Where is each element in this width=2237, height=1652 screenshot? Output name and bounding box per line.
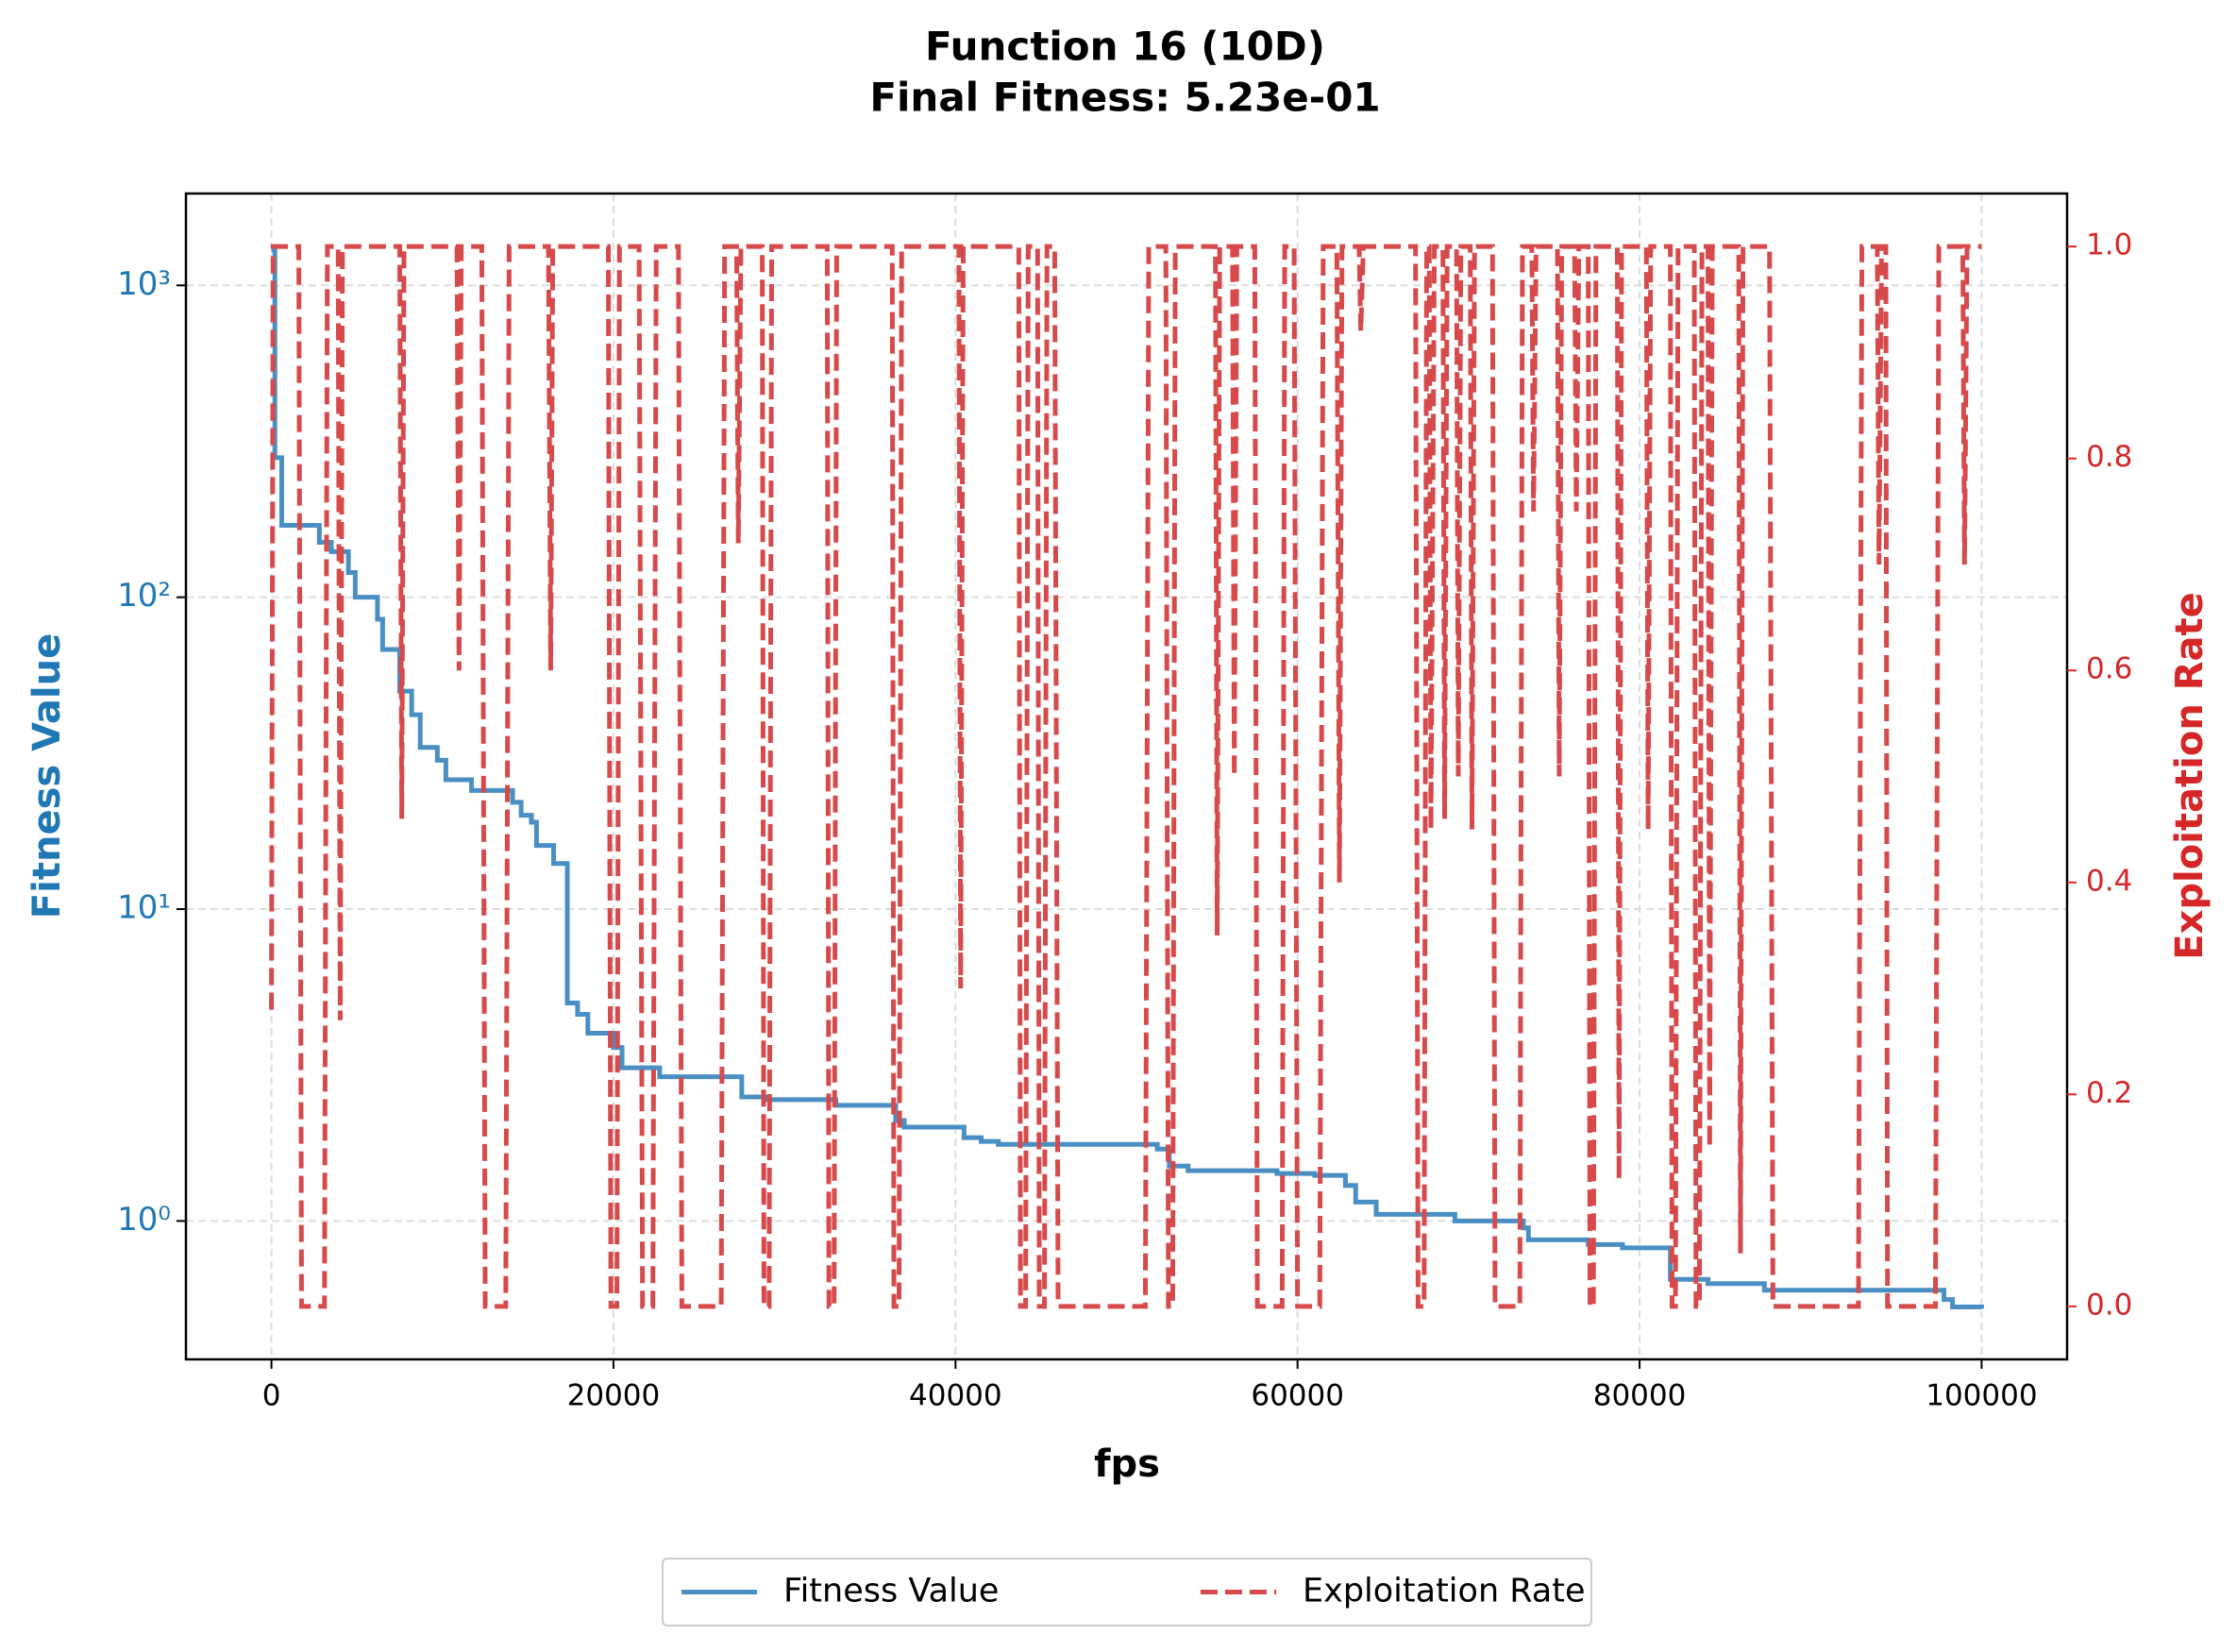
y-axis-label: Fitness Value <box>25 633 69 919</box>
legend-label: Exploitation Rate <box>1303 1573 1586 1610</box>
y-tick-label: 10³ <box>117 265 171 303</box>
legend-label: Fitness Value <box>783 1573 999 1610</box>
x-tick-label: 60000 <box>1251 1379 1344 1413</box>
x-axis-label: fps <box>1094 1442 1160 1486</box>
legend-box <box>662 1558 1592 1627</box>
series-line <box>269 244 1982 1309</box>
chart-title: Function 16 (10D) <box>925 24 1325 70</box>
series-line <box>271 247 1984 1310</box>
x-tick-label: 40000 <box>909 1379 1002 1413</box>
y2-tick-label: 1.0 <box>2086 228 2132 262</box>
y-tick-label: 10² <box>117 577 171 615</box>
x-tick-label: 80000 <box>1593 1379 1687 1413</box>
chart-subtitle: Final Fitness: 5.23e-01 <box>869 75 1380 121</box>
axes-frame <box>184 192 2069 1361</box>
y2-tick-label: 0.6 <box>2086 652 2132 686</box>
axes-ticks: 0 20000 40000 60000 80000 100000 10⁰ 10¹ 10² 10³ 0… <box>117 228 2132 1413</box>
legend: Fitness Value Exploitation Rate <box>662 1558 1592 1627</box>
y2-tick-label: 0.4 <box>2086 864 2132 898</box>
y-tick-label: 10¹ <box>117 889 171 927</box>
grid <box>186 194 2067 1359</box>
y2-tick-label: 0.2 <box>2086 1076 2132 1110</box>
x-tick-label: 0 <box>262 1379 281 1413</box>
y-tick-label: 10⁰ <box>117 1201 171 1239</box>
y2-tick-label: 0.8 <box>2086 440 2132 474</box>
y2-axis-label: Exploitation Rate <box>2168 592 2212 960</box>
y2-tick-label: 0.0 <box>2086 1288 2132 1322</box>
x-tick-label: 100000 <box>1926 1379 2037 1413</box>
x-tick-label: 20000 <box>567 1379 661 1413</box>
plot-area <box>269 244 1984 1310</box>
